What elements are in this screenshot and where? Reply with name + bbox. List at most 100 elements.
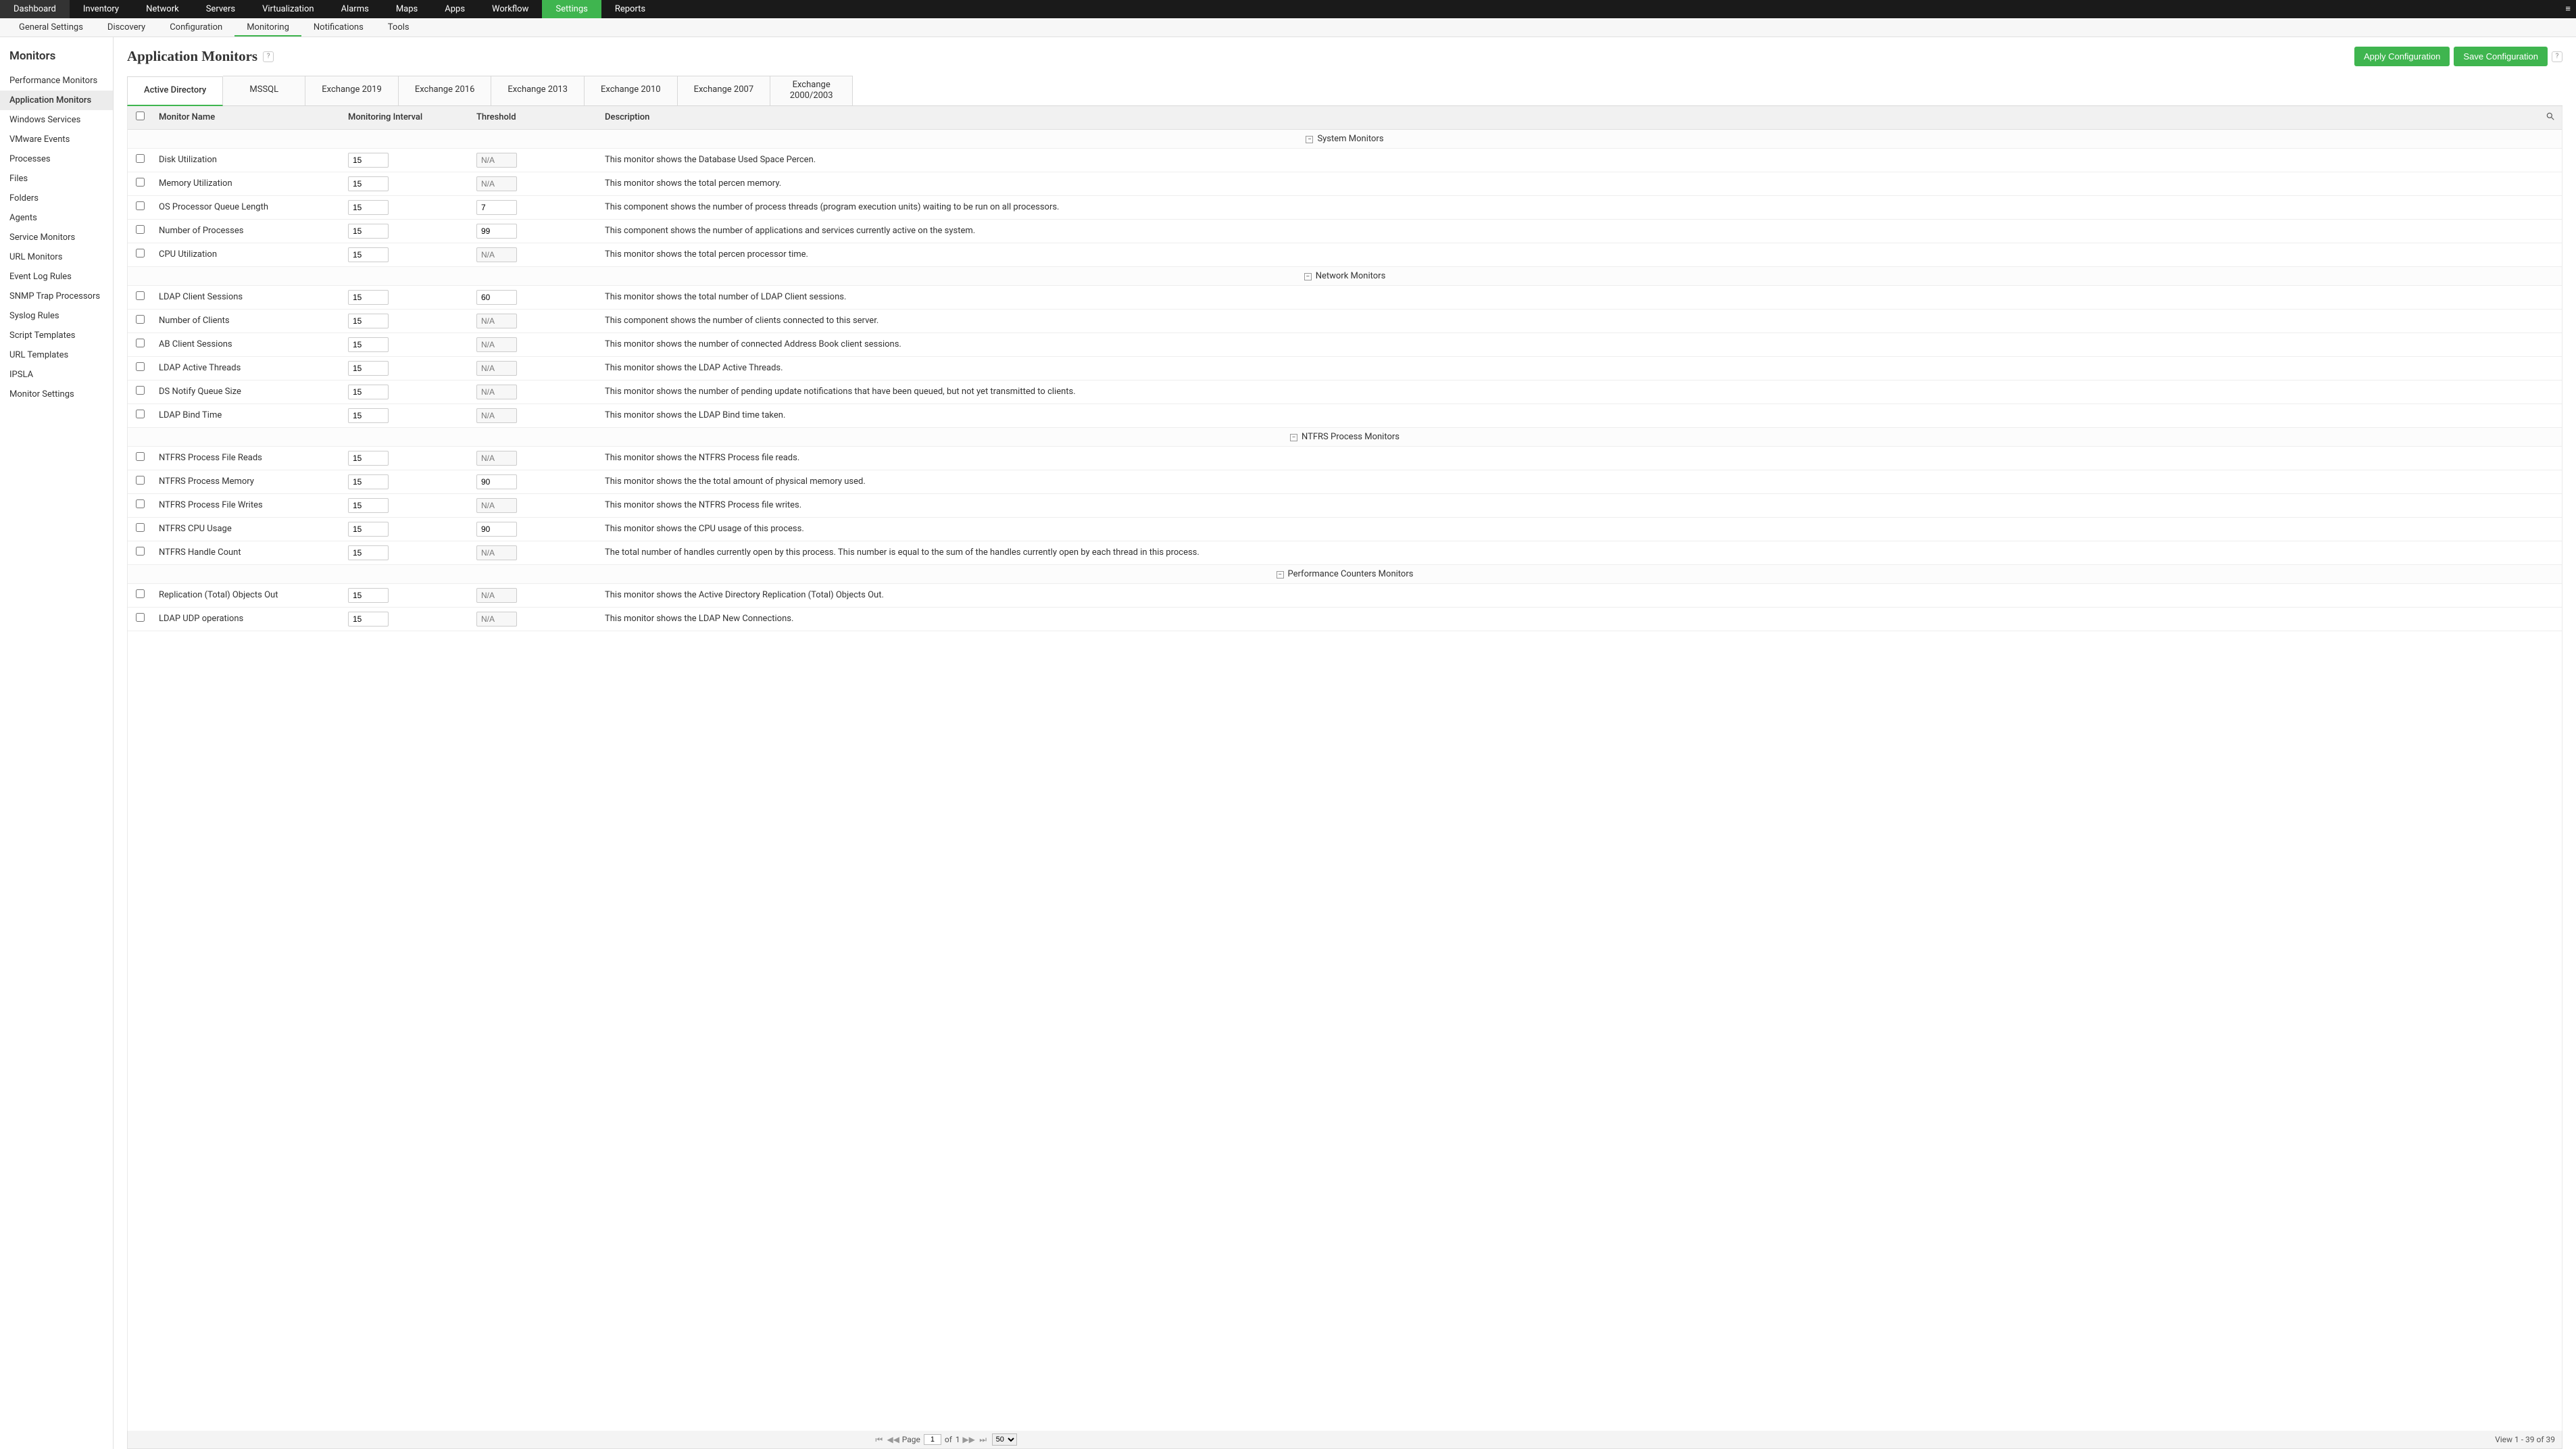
help-icon-2[interactable]: ? [2552, 51, 2562, 62]
subnav-item-notifications[interactable]: Notifications [301, 18, 376, 36]
topnav-item-dashboard[interactable]: Dashboard [0, 0, 70, 18]
collapse-icon[interactable]: − [1277, 571, 1284, 579]
interval-input[interactable] [348, 545, 389, 560]
sidebar-item-files[interactable]: Files [0, 169, 113, 189]
row-checkbox[interactable] [136, 476, 145, 485]
subnav-item-general-settings[interactable]: General Settings [7, 18, 95, 36]
col-monitoring-interval[interactable]: Monitoring Interval [341, 106, 470, 130]
interval-input[interactable] [348, 224, 389, 239]
row-checkbox[interactable] [136, 291, 145, 300]
pager-prev-icon[interactable]: ◀◀ [888, 1434, 899, 1445]
tab-exchange-2007[interactable]: Exchange 2007 [678, 76, 771, 105]
topnav-item-servers[interactable]: Servers [193, 0, 249, 18]
interval-input[interactable] [348, 153, 389, 168]
collapse-icon[interactable]: − [1290, 434, 1297, 441]
col-monitor-name[interactable]: Monitor Name [152, 106, 341, 130]
search-icon[interactable] [2546, 114, 2555, 124]
sidebar-item-agents[interactable]: Agents [0, 208, 113, 228]
subnav-item-discovery[interactable]: Discovery [95, 18, 157, 36]
subnav-item-monitoring[interactable]: Monitoring [234, 18, 301, 36]
pager-last-icon[interactable]: ⏭ [978, 1434, 989, 1445]
col-threshold[interactable]: Threshold [470, 106, 598, 130]
pager-first-icon[interactable]: ⏮ [874, 1434, 885, 1445]
interval-input[interactable] [348, 522, 389, 537]
sidebar-item-event-log-rules[interactable]: Event Log Rules [0, 267, 113, 287]
topnav-item-reports[interactable]: Reports [601, 0, 659, 18]
save-configuration-button[interactable]: Save Configuration [2454, 47, 2548, 66]
tab-exchange-2013[interactable]: Exchange 2013 [491, 76, 585, 105]
interval-input[interactable] [348, 200, 389, 215]
threshold-input[interactable] [476, 200, 517, 215]
topnav-item-workflow[interactable]: Workflow [478, 0, 542, 18]
row-checkbox[interactable] [136, 547, 145, 556]
topnav-item-alarms[interactable]: Alarms [328, 0, 382, 18]
select-all-checkbox[interactable] [136, 112, 145, 120]
sidebar-item-processes[interactable]: Processes [0, 149, 113, 169]
group-row[interactable]: −Network Monitors [128, 266, 2562, 285]
interval-input[interactable] [348, 176, 389, 191]
hamburger-icon[interactable]: ≡ [2560, 0, 2576, 18]
topnav-item-apps[interactable]: Apps [431, 0, 478, 18]
group-row[interactable]: −NTFRS Process Monitors [128, 427, 2562, 446]
interval-input[interactable] [348, 588, 389, 603]
row-checkbox[interactable] [136, 339, 145, 347]
row-checkbox[interactable] [136, 249, 145, 257]
threshold-input[interactable] [476, 522, 517, 537]
row-checkbox[interactable] [136, 154, 145, 163]
interval-input[interactable] [348, 385, 389, 399]
pager-next-icon[interactable]: ▶▶ [964, 1434, 974, 1445]
row-checkbox[interactable] [136, 362, 145, 371]
pager-pagesize-select[interactable]: 50 [992, 1433, 1017, 1446]
interval-input[interactable] [348, 498, 389, 513]
row-checkbox[interactable] [136, 386, 145, 395]
threshold-input[interactable] [476, 224, 517, 239]
topnav-item-network[interactable]: Network [132, 0, 193, 18]
sidebar-item-monitor-settings[interactable]: Monitor Settings [0, 385, 113, 404]
tab-exchange-2000-2003[interactable]: Exchange2000/2003 [770, 76, 853, 105]
collapse-icon[interactable]: − [1306, 136, 1313, 143]
group-row[interactable]: −System Monitors [128, 129, 2562, 148]
interval-input[interactable] [348, 314, 389, 328]
sidebar-item-folders[interactable]: Folders [0, 189, 113, 208]
topnav-item-virtualization[interactable]: Virtualization [249, 0, 328, 18]
sidebar-item-syslog-rules[interactable]: Syslog Rules [0, 306, 113, 326]
sidebar-item-service-monitors[interactable]: Service Monitors [0, 228, 113, 247]
subnav-item-configuration[interactable]: Configuration [157, 18, 234, 36]
row-checkbox[interactable] [136, 225, 145, 234]
interval-input[interactable] [348, 361, 389, 376]
row-checkbox[interactable] [136, 499, 145, 508]
interval-input[interactable] [348, 451, 389, 466]
topnav-item-inventory[interactable]: Inventory [70, 0, 132, 18]
collapse-icon[interactable]: − [1304, 273, 1312, 280]
apply-configuration-button[interactable]: Apply Configuration [2354, 47, 2450, 66]
sidebar-item-vmware-events[interactable]: VMware Events [0, 130, 113, 149]
tab-exchange-2016[interactable]: Exchange 2016 [399, 76, 492, 105]
row-checkbox[interactable] [136, 523, 145, 532]
pager-page-input[interactable] [924, 1434, 941, 1445]
sidebar-item-ipsla[interactable]: IPSLA [0, 365, 113, 385]
help-icon[interactable]: ? [263, 51, 274, 62]
topnav-item-settings[interactable]: Settings [542, 0, 601, 18]
interval-input[interactable] [348, 247, 389, 262]
row-checkbox[interactable] [136, 589, 145, 598]
row-checkbox[interactable] [136, 613, 145, 622]
col-description[interactable]: Description [598, 106, 2535, 130]
group-row[interactable]: −Performance Counters Monitors [128, 564, 2562, 583]
tab-mssql[interactable]: MSSQL [223, 76, 305, 105]
subnav-item-tools[interactable]: Tools [376, 18, 422, 36]
interval-input[interactable] [348, 612, 389, 627]
interval-input[interactable] [348, 474, 389, 489]
topnav-item-maps[interactable]: Maps [382, 0, 431, 18]
interval-input[interactable] [348, 408, 389, 423]
threshold-input[interactable] [476, 474, 517, 489]
sidebar-item-url-templates[interactable]: URL Templates [0, 345, 113, 365]
threshold-input[interactable] [476, 290, 517, 305]
sidebar-item-windows-services[interactable]: Windows Services [0, 110, 113, 130]
tab-active-directory[interactable]: Active Directory [127, 76, 223, 106]
interval-input[interactable] [348, 337, 389, 352]
row-checkbox[interactable] [136, 201, 145, 210]
row-checkbox[interactable] [136, 452, 145, 461]
tab-exchange-2019[interactable]: Exchange 2019 [305, 76, 399, 105]
interval-input[interactable] [348, 290, 389, 305]
sidebar-item-application-monitors[interactable]: Application Monitors [0, 91, 113, 110]
